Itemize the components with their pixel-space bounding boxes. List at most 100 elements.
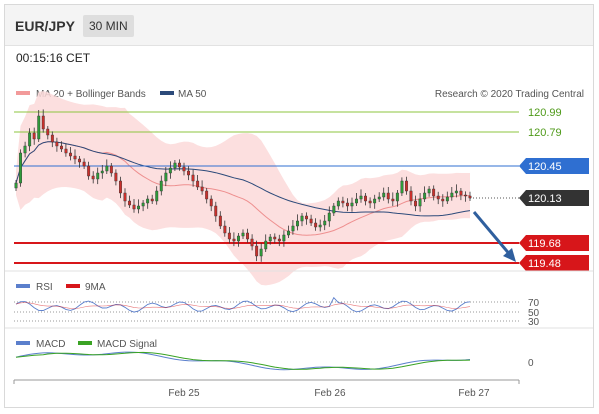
candle-body — [150, 198, 154, 202]
candle-body — [282, 234, 286, 242]
candle-body — [109, 165, 113, 174]
candle-body — [132, 204, 136, 210]
candle-body — [78, 158, 82, 163]
rsi-tick-30: 30 — [528, 317, 540, 328]
candle-body — [141, 202, 145, 207]
candle-body — [305, 215, 308, 220]
candle-body — [200, 186, 204, 192]
candle-body — [323, 220, 327, 226]
credit-text: Research © 2020 Trading Central — [435, 89, 584, 100]
candle-body — [454, 190, 458, 194]
candle-body — [341, 200, 345, 204]
candle-body — [318, 224, 322, 228]
rsi-legend-label: RSI — [36, 282, 53, 293]
candle-body — [205, 190, 209, 200]
chart-widget: EUR/JPY 30 MIN 00:15:16 CET — [4, 4, 594, 408]
level-tag-bg-5 — [519, 255, 589, 271]
candle-body — [350, 202, 354, 207]
candle-body — [37, 115, 41, 140]
ma50-line — [15, 141, 471, 217]
rsi-tick-70: 70 — [528, 298, 540, 309]
candle-body — [287, 230, 290, 236]
candle-body — [105, 165, 109, 172]
ma20-legend-label: MA 20 + Bollinger Bands — [36, 89, 146, 100]
candle-body — [436, 195, 440, 200]
level-tag-text-0: 120.99 — [528, 107, 562, 119]
candle-body — [268, 236, 272, 242]
candle-body — [114, 172, 118, 182]
rsi-ma-legend-label: 9MA — [85, 282, 106, 293]
candle-body — [405, 180, 408, 192]
candle-body — [19, 152, 22, 184]
candle-body — [209, 198, 213, 207]
level-tag-text-5: 119.48 — [528, 258, 561, 270]
candle-body — [300, 215, 304, 222]
level-tag-text-4: 119.68 — [528, 238, 561, 250]
forecast-arrow-icon — [503, 248, 516, 262]
candle-body — [173, 162, 177, 169]
ma20-legend-swatch — [16, 91, 30, 95]
candle-body — [264, 240, 268, 250]
rsi-ma-legend-swatch — [66, 284, 80, 288]
candle-body — [60, 145, 63, 150]
candle-body — [96, 172, 100, 180]
candle-body — [400, 180, 404, 194]
candle-body — [236, 235, 240, 242]
candle-body — [418, 198, 422, 207]
candle-body — [373, 198, 377, 204]
timestamp: 00:15:16 CET — [16, 51, 91, 65]
candle-body — [164, 172, 168, 182]
candle-body — [336, 200, 340, 207]
candle-body — [168, 167, 172, 174]
candle-body — [137, 205, 141, 210]
macd-signal-legend-label: MACD Signal — [97, 339, 157, 350]
candle-body — [68, 152, 72, 157]
candle-body — [309, 218, 313, 224]
candle-body — [441, 198, 445, 202]
candle-body — [414, 200, 417, 207]
candle-body — [32, 132, 36, 140]
candle-body — [450, 192, 454, 198]
candle-body — [91, 175, 95, 180]
macd-lines — [15, 351, 471, 371]
candle-body — [459, 190, 463, 196]
candle-body — [427, 188, 431, 194]
macd-signal-legend-swatch — [78, 341, 92, 345]
candle-body — [177, 162, 181, 168]
macd-tick-0: 0 — [528, 358, 534, 369]
candle-body — [468, 195, 472, 199]
level-tag-text-3: 120.13 — [528, 193, 562, 205]
candle-body — [50, 134, 54, 143]
candle-body — [64, 148, 68, 154]
macd-signal-path — [15, 351, 471, 370]
candle-body — [273, 236, 277, 240]
candle-body — [46, 128, 50, 136]
candle-body — [246, 232, 250, 240]
candle-body — [187, 170, 191, 176]
candle-body — [214, 205, 218, 217]
level-tag-text-2: 120.45 — [528, 161, 562, 173]
pair-title: EUR/JPY — [15, 18, 75, 34]
timeframe-button[interactable]: 30 MIN — [83, 15, 134, 37]
candle-body — [355, 198, 358, 204]
candle-body — [359, 195, 363, 200]
candle-body — [391, 198, 395, 202]
header-bar: EUR/JPY 30 MIN — [5, 5, 593, 46]
x-label-feb26: Feb 26 — [314, 388, 346, 399]
candle-body — [250, 238, 254, 247]
candle-body — [368, 200, 372, 204]
candle-body — [28, 132, 32, 147]
candle-body — [191, 174, 195, 182]
candle-body — [123, 192, 127, 202]
candle-body — [386, 192, 390, 200]
candle-body — [364, 195, 367, 202]
x-label-feb27: Feb 27 — [458, 388, 490, 399]
candle-body — [377, 196, 381, 200]
candle-body — [223, 225, 227, 234]
ma50-legend-label: MA 50 — [178, 89, 207, 100]
level-tag-bg-2 — [519, 158, 589, 174]
candle-body — [182, 166, 186, 172]
ma50-path — [15, 141, 471, 217]
candle-body — [409, 190, 413, 202]
